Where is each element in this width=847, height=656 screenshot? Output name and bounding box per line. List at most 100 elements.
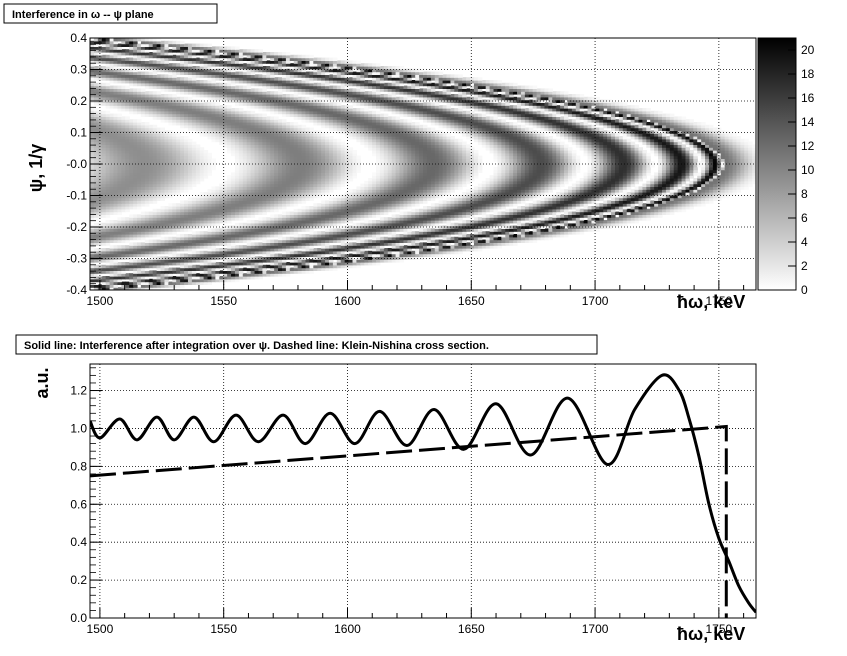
heatmap-cell <box>430 172 436 176</box>
heatmap-cell <box>705 192 710 196</box>
heatmap-cell <box>383 186 389 190</box>
heatmap-cell <box>219 276 224 280</box>
heatmap-cell <box>172 186 177 190</box>
heatmap-cell <box>415 220 420 224</box>
heatmap-cell <box>595 208 600 213</box>
heatmap-cell <box>332 234 338 238</box>
heatmap-cell <box>246 214 252 218</box>
heatmap-cell <box>180 217 185 221</box>
heatmap-cell <box>90 214 95 218</box>
heatmap-cell <box>101 175 107 179</box>
heatmap-cell <box>242 194 248 199</box>
heatmap-cell <box>125 256 130 260</box>
heatmap-cell <box>195 164 201 168</box>
heatmap-cell <box>250 222 256 227</box>
heatmap-cell <box>642 169 647 173</box>
heatmap-cell <box>579 180 585 185</box>
heatmap-cell <box>223 206 228 210</box>
heatmap-cell <box>395 197 401 201</box>
heatmap-cell <box>191 214 197 218</box>
heatmap-cell <box>262 236 267 241</box>
heatmap-cell <box>446 197 452 201</box>
heatmap-cell <box>285 217 291 221</box>
heatmap-cell <box>266 203 271 207</box>
heatmap-cell <box>231 206 236 210</box>
heatmap-cell <box>238 228 244 232</box>
heatmap-cell <box>532 161 538 165</box>
heatmap-cell <box>720 186 726 190</box>
heatmap-cell <box>227 245 232 249</box>
heatmap-cell <box>407 164 412 168</box>
heatmap-cell <box>517 186 522 190</box>
heatmap-cell <box>242 267 248 271</box>
heatmap-cell <box>493 231 499 235</box>
heatmap-cell <box>372 248 377 252</box>
heatmap-cell <box>524 186 530 190</box>
heatmap-cell <box>113 220 119 224</box>
heatmap-cell <box>234 273 240 277</box>
heatmap-cell <box>348 206 354 210</box>
heatmap-cell <box>305 178 310 182</box>
heatmap-cell <box>438 245 444 249</box>
heatmap-cell <box>203 276 209 280</box>
heatmap-cell <box>575 186 581 190</box>
heatmap-cell <box>105 200 111 204</box>
heatmap-cell <box>254 262 260 266</box>
heatmap-cell <box>603 203 608 207</box>
heatmap-cell <box>544 169 549 173</box>
heatmap-cell <box>375 228 381 232</box>
heatmap-cell <box>129 217 134 221</box>
heatmap-cell <box>536 166 542 171</box>
heatmap-cell <box>148 197 154 201</box>
heatmap-cell <box>336 217 342 221</box>
heatmap-cell <box>548 228 553 232</box>
heatmap-cell <box>187 245 193 249</box>
heatmap-cell <box>650 189 655 193</box>
heatmap-cell <box>395 253 401 257</box>
heatmap-cell <box>211 211 216 215</box>
heatmap-cell <box>426 222 432 227</box>
heatmap-cell <box>705 197 710 201</box>
heatmap-cell <box>450 178 455 182</box>
heatmap-cell <box>481 211 487 215</box>
heatmap-cell <box>661 192 667 196</box>
heatmap-cell <box>477 211 483 215</box>
heatmap-cell <box>156 220 162 224</box>
heatmap-cell <box>336 161 342 165</box>
heatmap-cell <box>278 186 283 190</box>
heatmap-cell <box>497 169 502 173</box>
heatmap-cell <box>728 169 734 173</box>
heatmap-cell <box>238 264 244 269</box>
heatmap-cell <box>117 192 122 196</box>
heatmap-cell <box>473 228 479 232</box>
heatmap-cell <box>258 220 263 224</box>
heatmap-cell <box>387 183 393 187</box>
heatmap-cell <box>164 222 169 227</box>
heatmap-cell <box>321 161 326 165</box>
heatmap-cell <box>207 276 213 280</box>
heatmap-cell <box>309 259 314 263</box>
heatmap-cell <box>571 161 577 165</box>
heatmap-cell <box>591 192 596 196</box>
heatmap-cell <box>462 172 467 176</box>
heatmap-cell <box>242 178 248 182</box>
heatmap-cell <box>399 239 405 243</box>
heatmap-cell <box>140 281 146 285</box>
heatmap-cell <box>423 175 428 179</box>
heatmap-cell <box>462 239 467 243</box>
heatmap-cell <box>481 192 487 196</box>
heatmap-cell <box>544 206 549 210</box>
heatmap-cell <box>595 178 600 182</box>
heatmap-cell <box>419 234 424 238</box>
heatmap-cell <box>505 183 510 187</box>
heatmap-cell <box>383 217 389 221</box>
heatmap-cell <box>293 197 299 201</box>
heatmap-cell <box>234 276 240 280</box>
heatmap-cell <box>113 175 119 179</box>
heatmap-cell <box>140 169 146 173</box>
heatmap-cell <box>391 180 397 185</box>
heatmap-cell <box>270 250 275 255</box>
heatmap-cell <box>552 164 557 168</box>
heatmap-cell <box>552 183 557 187</box>
heatmap-cell <box>646 197 651 201</box>
